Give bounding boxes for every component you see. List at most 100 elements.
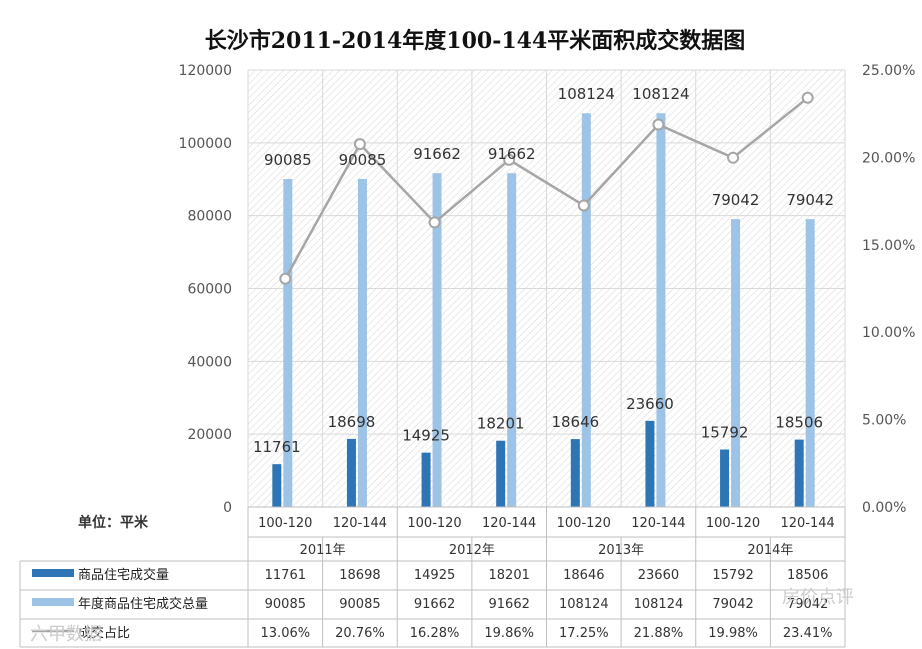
data-label-年度商品住宅成交总量: 91662 xyxy=(413,145,461,163)
table-cell: 16.28% xyxy=(410,626,460,641)
y2-tick-label: 20.00% xyxy=(862,150,915,166)
y-tick-label: 100000 xyxy=(179,136,232,152)
table-cell: 18698 xyxy=(339,568,380,583)
table-cell: 108124 xyxy=(634,597,684,612)
category-label: 100-120 xyxy=(407,516,461,531)
table-cell: 79042 xyxy=(787,597,828,612)
legend-label: 年度商品住宅成交总量 xyxy=(78,596,208,612)
data-label-年度商品住宅成交总量: 108124 xyxy=(558,85,615,103)
chart-title: 长沙市2011-2014年度100-144平米面积成交数据图 xyxy=(205,28,746,54)
y-tick-label: 60000 xyxy=(187,282,232,298)
bar-年度商品住宅成交总量 xyxy=(581,113,591,507)
point-成交占比 xyxy=(577,199,590,212)
table-cell: 21.88% xyxy=(634,626,684,641)
table-cell: 19.86% xyxy=(484,626,534,641)
table-cell: 19.98% xyxy=(708,626,758,641)
category-label: 100-120 xyxy=(706,516,760,531)
bar-年度商品住宅成交总量 xyxy=(731,219,741,507)
data-label-商品住宅成交量: 14925 xyxy=(402,427,450,445)
legend-label: 商品住宅成交量 xyxy=(78,567,169,583)
y-tick-label: 80000 xyxy=(187,209,232,225)
bar-商品住宅成交量 xyxy=(645,420,655,507)
y-tick-label: 0 xyxy=(223,500,232,516)
data-label-年度商品住宅成交总量: 91662 xyxy=(488,145,536,163)
bar-series xyxy=(272,113,815,507)
point-成交占比 xyxy=(727,151,740,164)
legend-label: 成交占比 xyxy=(78,625,130,641)
table-cell: 18201 xyxy=(489,568,530,583)
point-成交占比 xyxy=(503,153,516,166)
bar-商品住宅成交量 xyxy=(272,464,282,507)
watermark-right: 房价点评 xyxy=(782,587,854,608)
point-成交占比 xyxy=(279,272,292,285)
category-label: 100-120 xyxy=(557,516,611,531)
unit-label: 单位：平米 xyxy=(78,514,149,531)
y2-tick-label: 0.00% xyxy=(862,500,906,516)
table-cell: 17.25% xyxy=(559,626,609,641)
y2-tick-label: 15.00% xyxy=(862,238,915,254)
y-axis: 0 20000 40000 60000 80000 100000 120000 xyxy=(179,63,232,516)
bar-商品住宅成交量 xyxy=(794,439,804,507)
data-label-商品住宅成交量: 18201 xyxy=(477,415,525,433)
bar-年度商品住宅成交总量 xyxy=(656,113,666,507)
legend-swatch-商品住宅成交量 xyxy=(32,569,74,577)
table-cell: 90085 xyxy=(339,597,380,612)
bar-年度商品住宅成交总量 xyxy=(357,178,367,507)
table-cell: 14925 xyxy=(414,568,455,583)
table-cell: 23.41% xyxy=(783,626,833,641)
table-cell: 79042 xyxy=(712,597,753,612)
table-cell: 91662 xyxy=(414,597,455,612)
y2-tick-label: 25.00% xyxy=(862,63,915,79)
data-label-商品住宅成交量: 23660 xyxy=(626,395,674,413)
data-label-年度商品住宅成交总量: 90085 xyxy=(339,151,387,169)
y-tick-label: 120000 xyxy=(179,63,232,79)
year-label: 2012年 xyxy=(449,543,495,558)
point-成交占比 xyxy=(428,216,441,229)
year-label: 2011年 xyxy=(300,543,346,558)
bar-商品住宅成交量 xyxy=(496,440,506,507)
table-cell: 108124 xyxy=(559,597,609,612)
year-label: 2014年 xyxy=(747,543,793,558)
y2-axis: 0.00% 5.00% 10.00% 15.00% 20.00% 25.00% xyxy=(862,63,915,516)
table-cell: 18506 xyxy=(787,568,828,583)
bar-商品住宅成交量 xyxy=(421,452,431,507)
bar-年度商品住宅成交总量 xyxy=(432,173,442,507)
category-label: 120-144 xyxy=(781,516,835,531)
category-label: 120-144 xyxy=(482,516,536,531)
data-label-年度商品住宅成交总量: 79042 xyxy=(786,191,834,209)
category-label: 120-144 xyxy=(333,516,387,531)
y-tick-label: 40000 xyxy=(187,354,232,370)
data-label-年度商品住宅成交总量: 90085 xyxy=(264,151,312,169)
bar-年度商品住宅成交总量 xyxy=(507,173,517,507)
point-成交占比 xyxy=(652,118,665,131)
legend-swatch-年度商品住宅成交总量 xyxy=(32,598,74,606)
category-label: 120-144 xyxy=(631,516,685,531)
y2-tick-label: 10.00% xyxy=(862,325,915,341)
table-cell: 18646 xyxy=(563,568,604,583)
data-label-年度商品住宅成交总量: 79042 xyxy=(712,191,760,209)
bar-年度商品住宅成交总量 xyxy=(805,219,815,507)
y-tick-label: 20000 xyxy=(187,427,232,443)
y2-tick-label: 5.00% xyxy=(862,413,906,429)
gridlines xyxy=(247,69,846,508)
data-label-商品住宅成交量: 18646 xyxy=(551,413,599,431)
category-label: 100-120 xyxy=(258,516,312,531)
data-label-商品住宅成交量: 18506 xyxy=(775,414,823,432)
data-label-商品住宅成交量: 15792 xyxy=(701,423,749,441)
bar-商品住宅成交量 xyxy=(346,438,356,507)
watermark-left: 六甲数据 xyxy=(30,624,102,645)
table-cell: 90085 xyxy=(265,597,306,612)
data-table: 100-120 120-144 100-120 120-144 100-120 120-1… xyxy=(19,506,846,648)
year-label: 2013年 xyxy=(598,543,644,558)
data-label-商品住宅成交量: 11761 xyxy=(253,438,301,456)
point-成交占比 xyxy=(801,91,814,104)
table-cell: 11761 xyxy=(265,568,306,583)
data-labels: 11761 90085 18698 90085 14925 91662 18201 91662… xyxy=(253,85,834,456)
line-series xyxy=(279,91,814,285)
bar-年度商品住宅成交总量 xyxy=(283,178,293,507)
point-成交占比 xyxy=(353,138,366,151)
bar-商品住宅成交量 xyxy=(720,449,730,507)
line-成交占比 xyxy=(284,96,809,280)
table-cell: 23660 xyxy=(638,568,679,583)
